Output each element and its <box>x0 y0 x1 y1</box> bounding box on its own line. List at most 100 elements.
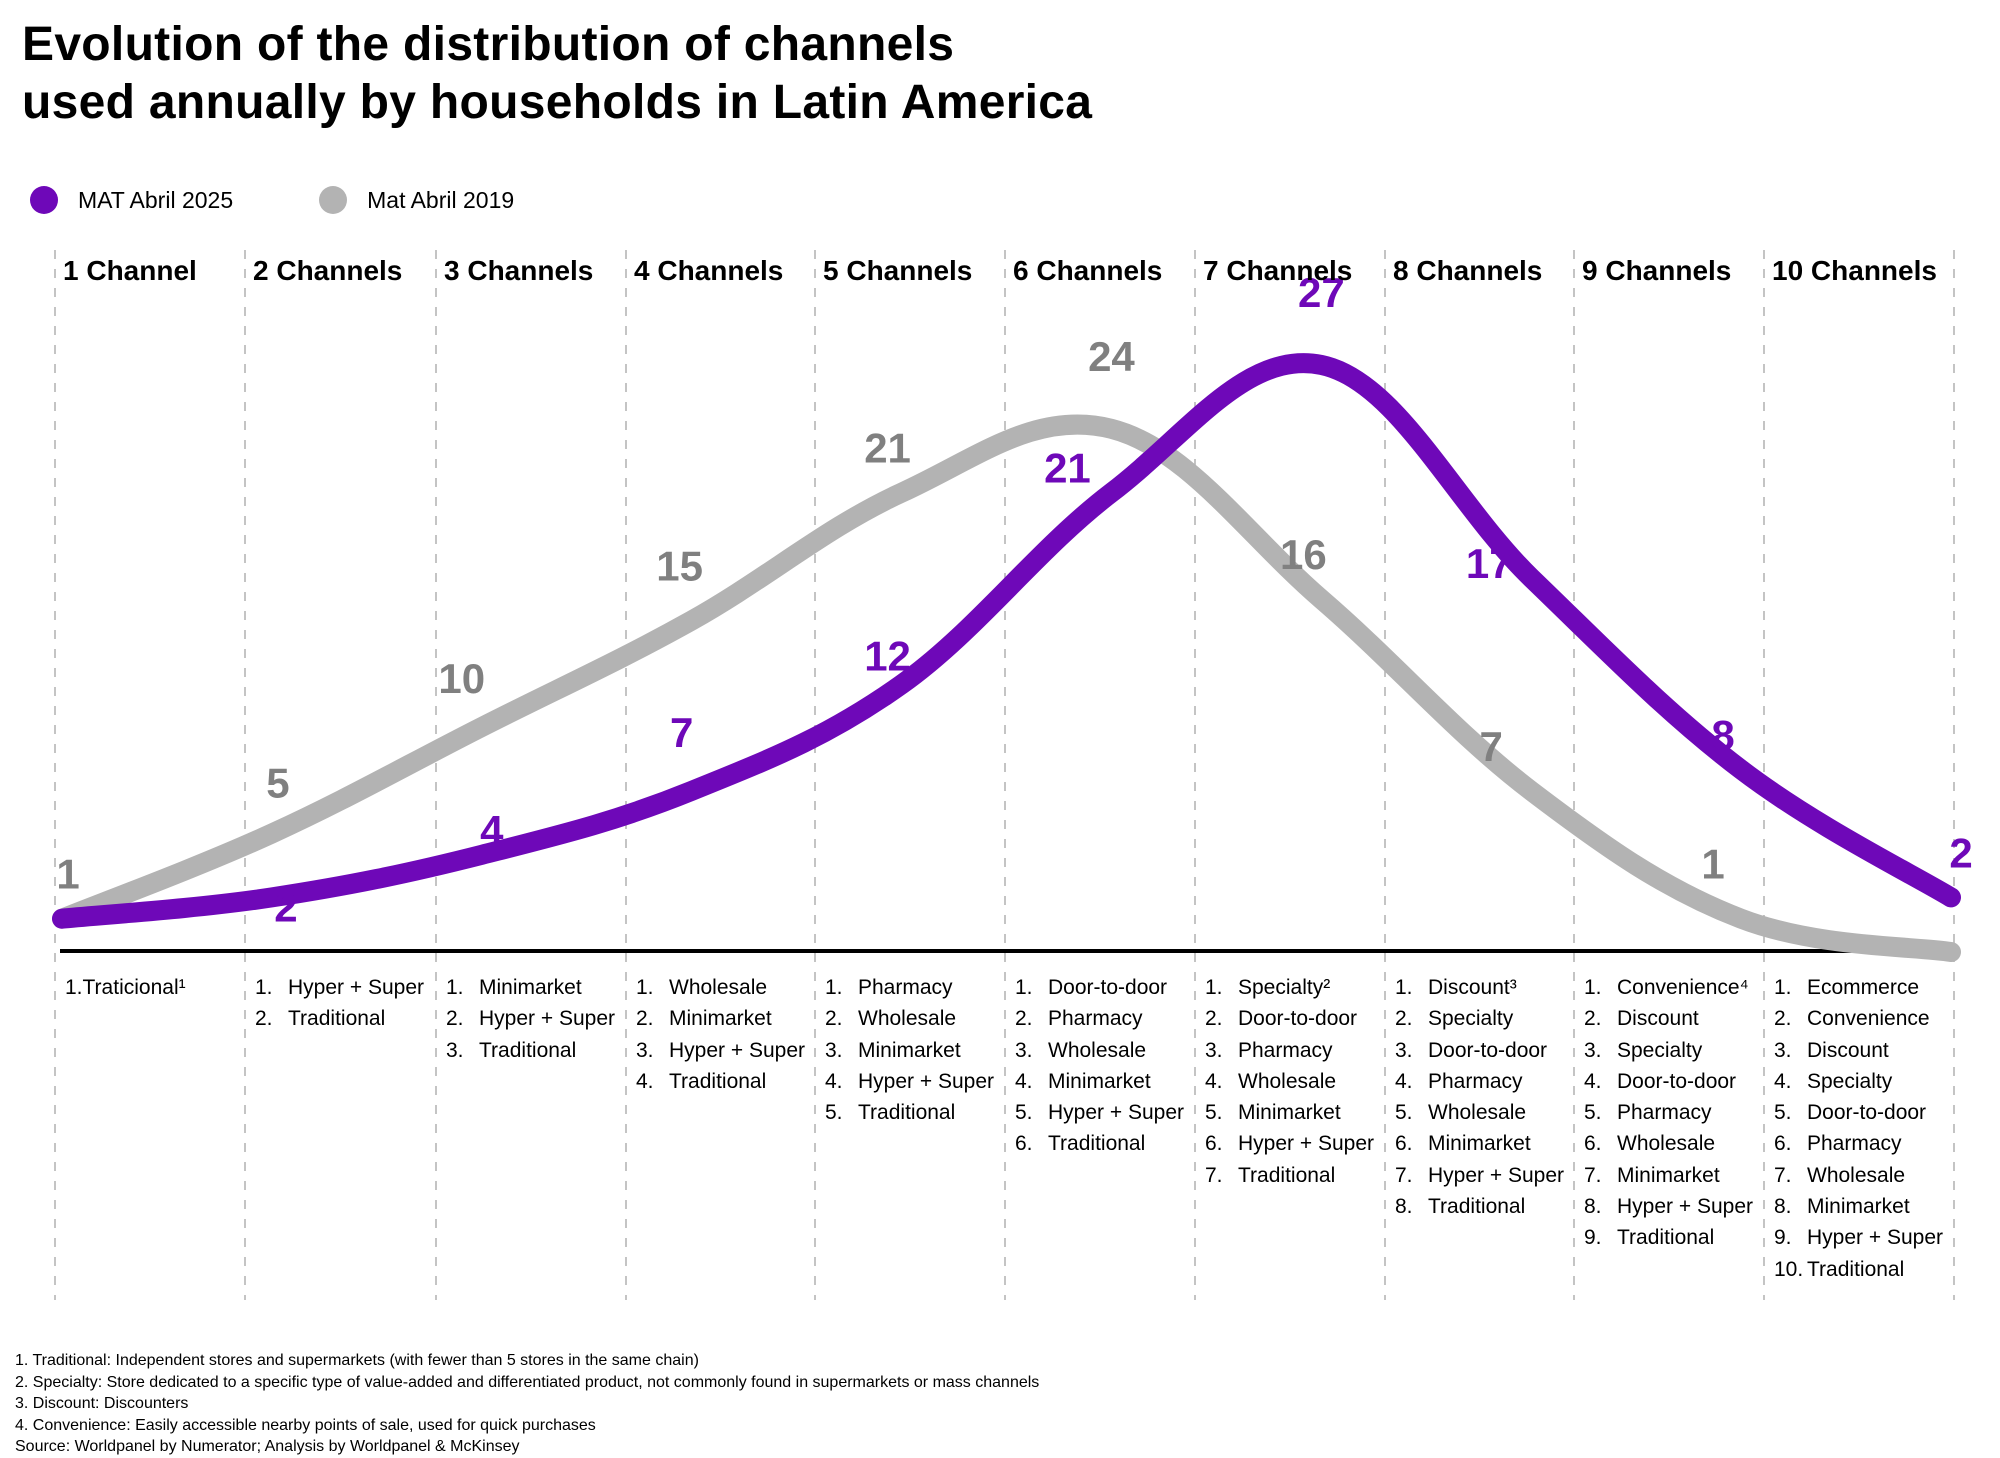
channel-name: Wholesale <box>1617 1132 1716 1156</box>
channel-list: 1. Pharmacy 2. Wholesale 3. Minimarket 4. Hyper… <box>825 972 994 1128</box>
data-label-2019: 1 <box>56 851 79 898</box>
channel-name: Minimarket <box>1617 1163 1720 1187</box>
footnote-3: 3. Discount: Discounters <box>15 1395 189 1412</box>
channel-rank: 3. <box>825 1038 843 1062</box>
channel-rank: 8. <box>1584 1195 1602 1219</box>
data-label-2019: 5 <box>266 760 289 807</box>
channel-name: Discount³ <box>1428 976 1517 999</box>
channel-rank: 4. <box>825 1069 843 1093</box>
channel-name: Hyper + Super <box>1617 1195 1753 1219</box>
channel-list-item: 2. Minimarket <box>636 1003 805 1034</box>
channel-rank: 10. <box>1774 1257 1804 1281</box>
channel-list-item: 2. Traditional <box>255 1003 424 1034</box>
channel-rank: 1. <box>446 976 464 999</box>
channel-list-item: 7. Minimarket <box>1584 1160 1753 1191</box>
series-line-2019 <box>52 414 1961 962</box>
channel-list-item: 4. Specialty <box>1774 1066 1943 1097</box>
channel-name: Discount <box>1807 1038 1889 1062</box>
channel-rank: 5. <box>1015 1101 1033 1125</box>
column-header: 6 Channels <box>1013 255 1163 286</box>
channel-name: Traditional <box>479 1038 577 1062</box>
channel-name: Traditional <box>1617 1226 1715 1250</box>
channel-list-item: 2. Discount <box>1584 1003 1753 1034</box>
series-line-2025 <box>52 353 1961 929</box>
channel-list: 1. Minimarket 2. Hyper + Super 3. Traditional <box>446 972 615 1066</box>
channel-name: Pharmacy <box>858 976 953 999</box>
channel-list-item: 2. Specialty <box>1395 1003 1564 1034</box>
channel-name: Minimarket <box>1428 1132 1531 1156</box>
channel-rank: 7. <box>1395 1163 1413 1187</box>
channel-list-item: 2. Hyper + Super <box>446 1003 615 1034</box>
channel-rank: 7. <box>1774 1163 1792 1187</box>
column-header: 10 Channels <box>1772 255 1937 286</box>
channel-rank: 1. <box>1205 976 1223 999</box>
column-header: 9 Channels <box>1582 255 1732 286</box>
channel-list-item: 6. Pharmacy <box>1774 1128 1943 1159</box>
channel-list-item: 8. Minimarket <box>1774 1191 1943 1222</box>
data-label-2025: 27 <box>1298 269 1345 316</box>
column-header: 8 Channels <box>1393 255 1543 286</box>
channel-rank: 1. <box>1015 976 1033 999</box>
channel-rank: 1. <box>636 976 654 999</box>
column-header: 1 Channel <box>63 255 197 286</box>
channel-rank: 4. <box>1015 1069 1033 1093</box>
channel-name: Door-to-door <box>1238 1007 1358 1031</box>
column-header: 7 Channels <box>1203 255 1353 286</box>
channel-name: Traditional <box>669 1069 767 1093</box>
channel-list-item: 6. Hyper + Super <box>1205 1128 1374 1159</box>
channel-rank: 2. <box>1015 1007 1033 1031</box>
channel-list-item: 1. Hyper + Super <box>255 972 424 1003</box>
channel-list-item: 2. Pharmacy <box>1015 1003 1184 1034</box>
channel-name: Hyper + Super <box>288 976 424 999</box>
channel-name: Traditional <box>1428 1195 1526 1219</box>
channel-rank: 3. <box>636 1038 654 1062</box>
channel-list-item: 2. Door-to-door <box>1205 1003 1374 1034</box>
channel-name: Traditional <box>288 1007 386 1031</box>
channel-list-item: 2. Convenience <box>1774 1003 1943 1034</box>
channel-name: Minimarket <box>858 1038 961 1062</box>
channel-rank: 6. <box>1205 1132 1223 1156</box>
data-label-2019: 10 <box>438 655 485 702</box>
channel-name: Traditional <box>1807 1257 1905 1281</box>
channel-list-item: 6. Minimarket <box>1395 1128 1564 1159</box>
channel-name: Door-to-door <box>1428 1038 1548 1062</box>
channel-list-item: 3. Hyper + Super <box>636 1035 805 1066</box>
channel-rank: 5. <box>1774 1101 1792 1125</box>
title-line-2: used annually by households in Latin Ame… <box>22 76 1093 129</box>
legend-dot-2025-icon <box>30 186 58 214</box>
channel-list-item: 4. Hyper + Super <box>825 1066 994 1097</box>
channel-rank: 3. <box>1205 1038 1223 1062</box>
channel-list-item: 1. Door-to-door <box>1015 972 1184 1003</box>
data-label-2025: 12 <box>864 632 911 679</box>
column-dividers <box>54 250 1955 1300</box>
channel-rank: 1. <box>1584 976 1602 999</box>
channel-list-item: 8. Traditional <box>1395 1191 1564 1222</box>
data-label-2025: 8 <box>1711 712 1734 759</box>
channel-name: Pharmacy <box>1048 1007 1143 1031</box>
channel-name: Wholesale <box>1807 1163 1906 1187</box>
channel-rank: 1. <box>1395 976 1413 999</box>
channel-list: 1. Discount³ 2. Specialty 3. Door-to-door 4. Ph… <box>1395 972 1564 1222</box>
channel-name: Hyper + Super <box>1238 1132 1374 1156</box>
channel-rank: 4. <box>1584 1069 1602 1093</box>
channel-rank: 4. <box>1774 1069 1792 1093</box>
channel-list-item: 4. Traditional <box>636 1066 805 1097</box>
channel-name: Minimarket <box>669 1007 772 1031</box>
footnote-2: 2. Specialty: Store dedicated to a speci… <box>15 1373 1040 1391</box>
channel-list: 1. Hyper + Super 2. Traditional <box>255 972 424 1035</box>
channel-list-item: 4. Door-to-door <box>1584 1066 1753 1097</box>
channel-name: Minimarket <box>479 976 582 999</box>
channel-rank: 1. <box>825 976 843 999</box>
channel-name: Pharmacy <box>1617 1101 1712 1125</box>
channel-name: Door-to-door <box>1807 1101 1927 1125</box>
channel-rank: 5. <box>1205 1101 1223 1125</box>
channel-name: Wholesale <box>1428 1101 1527 1125</box>
channel-list-item: 3. Door-to-door <box>1395 1035 1564 1066</box>
channel-name: Wholesale <box>858 1007 957 1031</box>
legend-item-2025: MAT Abril 2025 <box>30 186 233 214</box>
channel-rank: 2. <box>446 1007 464 1031</box>
channel-list-item: 3. Discount <box>1774 1035 1943 1066</box>
channel-name: Hyper + Super <box>1807 1226 1943 1250</box>
channel-rank: 6. <box>1015 1132 1033 1156</box>
